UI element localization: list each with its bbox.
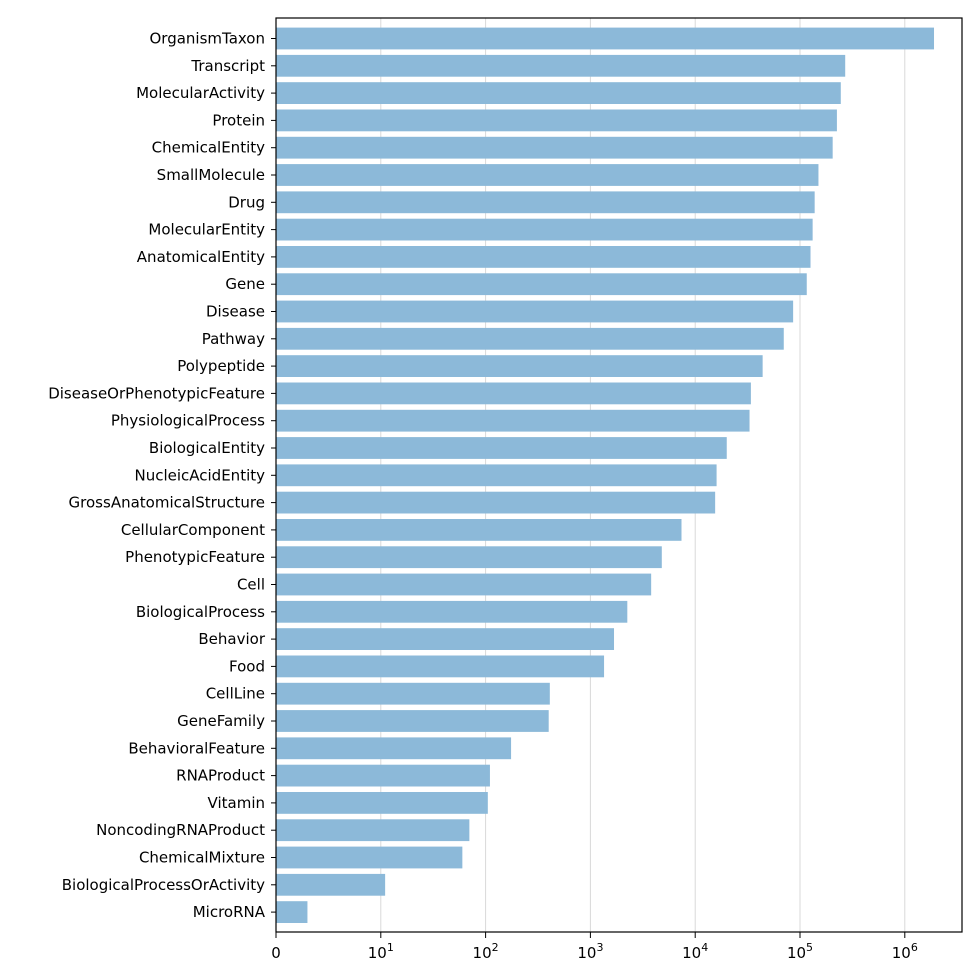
category-label: BehavioralFeature [128,739,265,757]
category-label: GeneFamily [177,712,265,730]
bar [276,382,751,405]
category-label: SmallMolecule [157,166,265,184]
category-label: PhysiologicalProcess [111,412,265,430]
bar [276,136,833,159]
bar [276,819,470,842]
bar [276,710,549,732]
category-label: Gene [225,275,265,293]
bar [276,901,308,923]
bar [276,246,811,268]
category-labels: OrganismTaxon Transcript MolecularActivity… [48,30,276,921]
category-label: MolecularEntity [148,221,265,239]
category-label: BiologicalProcessOrActivity [62,876,265,894]
bar [276,82,841,104]
category-label: Polypeptide [177,357,265,375]
category-label: Protein [212,111,265,129]
bar [276,327,784,350]
category-label: Behavior [198,630,265,648]
category-label: MolecularActivity [136,84,265,102]
bar [276,655,605,678]
category-label: Vitamin [208,794,265,812]
bar [276,682,550,705]
x-tick-label: 102 [473,941,499,962]
category-label: RNAProduct [176,767,265,785]
bar [276,519,682,541]
x-tick-label: 101 [368,941,394,962]
category-label: BiologicalProcess [136,603,265,621]
x-axis-ticks: 0 101 102 103 104 105 106 [271,932,918,962]
bar [276,846,463,869]
bar [276,54,846,77]
bar [276,873,386,896]
category-label: NucleicAcidEntity [134,466,265,484]
category-label: OrganismTaxon [150,30,266,48]
bar [276,191,815,214]
bar [276,764,490,787]
bar [276,464,717,487]
category-label: Transcript [190,57,265,75]
category-label: Disease [206,303,265,321]
category-label: ChemicalMixture [139,849,265,867]
bar [276,628,615,650]
bar [276,27,935,50]
bar [276,409,750,432]
bar [276,164,819,186]
category-label: NoncodingRNAProduct [96,821,265,839]
bar [276,600,628,623]
bar [276,300,794,323]
bar [276,109,837,132]
category-label: CellLine [206,685,265,703]
category-label: DiseaseOrPhenotypicFeature [48,384,265,402]
category-label: Drug [228,193,265,211]
category-label: MicroRNA [193,903,266,921]
bar [276,737,512,760]
bar [276,437,727,459]
category-label: Cell [237,576,265,594]
bar [276,573,652,596]
x-tick-label: 105 [787,941,813,962]
bar [276,546,662,569]
x-tick-label: 106 [892,941,918,962]
x-tick-label: 104 [682,941,708,962]
category-label: BiologicalEntity [149,439,265,457]
bar [276,355,763,377]
category-label: GrossAnatomicalStructure [69,494,265,512]
bar [276,491,716,514]
x-tick-label: 0 [271,944,281,962]
bar [276,273,807,296]
category-label: PhenotypicFeature [125,548,265,566]
category-label: ChemicalEntity [152,139,266,157]
x-tick-label: 103 [577,941,603,962]
category-label: Food [229,657,265,675]
bar [276,792,488,814]
category-label: CellularComponent [121,521,265,539]
category-label: Pathway [202,330,265,348]
bar [276,218,813,241]
category-label: AnatomicalEntity [137,248,265,266]
bars [276,27,935,923]
